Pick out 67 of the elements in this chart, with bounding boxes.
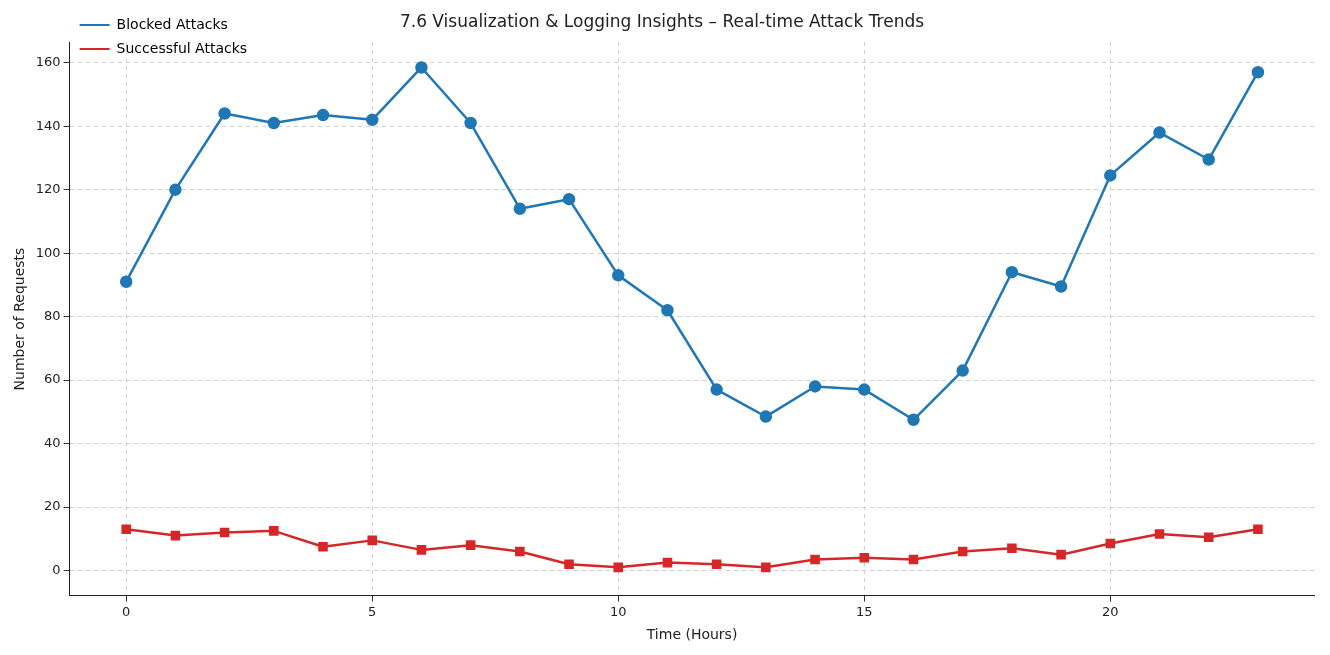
point: [810, 554, 820, 565]
x-tick-label: 5: [368, 603, 377, 619]
x-tick-label: 10: [609, 603, 627, 619]
y-tick-label: 100: [35, 244, 61, 260]
y-tick-label: 40: [44, 434, 61, 450]
point: [759, 410, 773, 423]
point: [1253, 524, 1263, 535]
y-axis-title: Number of Requests: [11, 247, 28, 391]
point: [1203, 532, 1214, 542]
point: [808, 380, 822, 393]
point: [365, 113, 379, 127]
point: [267, 116, 281, 130]
point: [1154, 529, 1165, 539]
point: [464, 116, 477, 130]
point: [661, 304, 674, 317]
point: [612, 269, 625, 282]
point: [957, 546, 968, 557]
point: [1005, 265, 1019, 279]
point: [613, 562, 624, 573]
y-tick-label: 160: [35, 54, 61, 70]
x-axis-title: Time (Hours): [645, 626, 738, 643]
point: [465, 540, 476, 550]
point: [662, 557, 673, 568]
point: [1056, 549, 1066, 560]
point: [515, 546, 525, 557]
point: [121, 524, 131, 535]
point: [367, 535, 378, 546]
point: [1202, 153, 1215, 166]
legend-label: Successful Attacks: [116, 39, 248, 56]
point: [218, 107, 231, 120]
point: [316, 108, 330, 122]
x-tick-label: 0: [122, 603, 131, 619]
point: [858, 383, 871, 396]
point: [513, 202, 527, 215]
point: [269, 526, 279, 536]
x-tick-label: 15: [856, 603, 873, 619]
legend-label: Blocked Attacks: [116, 15, 228, 32]
y-tick-label: 120: [35, 181, 61, 197]
y-tick-label: 140: [35, 117, 61, 133]
chart-title: 7.6 Visualization & Logging Insights – Real-time Attack Trends: [399, 10, 925, 31]
x-tick-label: 20: [1102, 603, 1119, 619]
point: [859, 553, 870, 563]
y-tick-label: 20: [44, 498, 61, 514]
point: [169, 183, 182, 196]
point: [710, 383, 723, 396]
point: [1104, 169, 1117, 182]
point: [1007, 543, 1017, 554]
point: [416, 545, 427, 555]
point: [761, 562, 771, 573]
point: [711, 559, 722, 569]
point: [318, 541, 328, 552]
point: [1153, 126, 1166, 139]
point: [562, 192, 576, 206]
y-tick-label: 60: [44, 371, 61, 387]
point: [170, 530, 181, 541]
point: [564, 559, 574, 569]
point: [907, 413, 920, 427]
point: [219, 527, 230, 538]
point: [908, 554, 919, 565]
point: [415, 61, 428, 74]
point: [1105, 538, 1116, 549]
point: [956, 364, 969, 377]
point: [1251, 65, 1265, 79]
y-tick-label: 0: [52, 561, 61, 577]
point: [119, 275, 133, 288]
point: [1054, 280, 1068, 293]
y-tick-label: 80: [44, 307, 61, 323]
